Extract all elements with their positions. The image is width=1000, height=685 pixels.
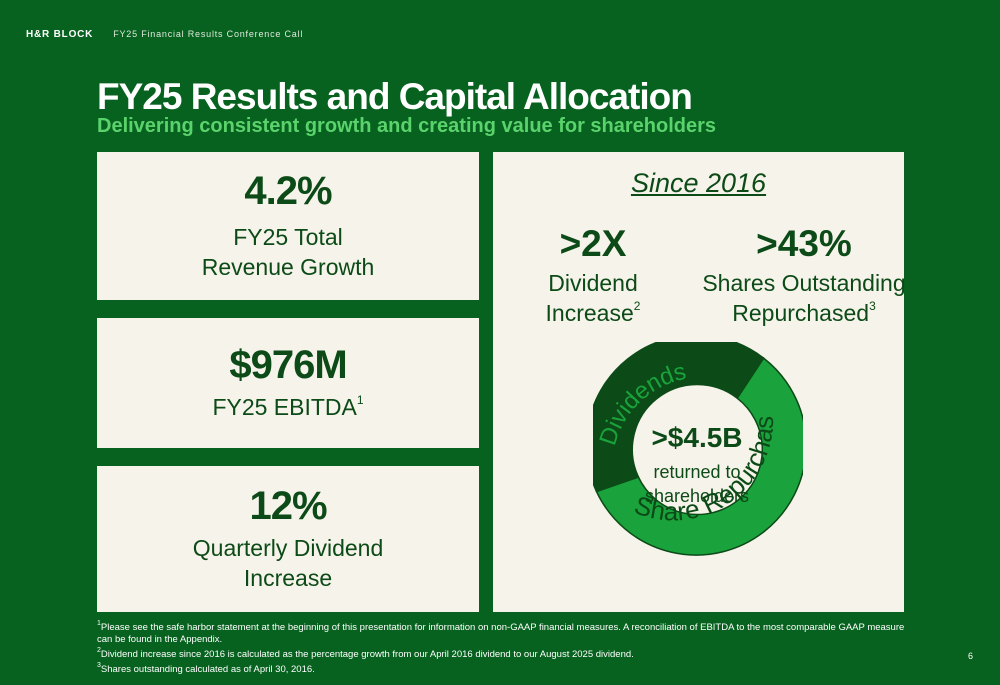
shares-repurchased-label: Shares Outstanding Repurchased3 (699, 269, 909, 329)
dividend-footnote-ref: 2 (633, 298, 641, 313)
donut-center-line1: returned to (653, 462, 740, 482)
footnote-2: 2Dividend increase since 2016 is calcula… (97, 647, 634, 661)
donut-center-value: >$4.5B (651, 422, 742, 453)
dividends-segment (593, 342, 765, 493)
shares-footnote-ref: 3 (869, 298, 876, 313)
page-number: 6 (968, 651, 974, 661)
shares-repurchased-stat: >43% Shares Outstanding Repurchased3 (699, 223, 909, 329)
event-title: FY25 Financial Results Conference Call (113, 29, 304, 39)
revenue-growth-label: FY25 Total Revenue Growth (202, 223, 375, 283)
since-heading: Since 2016 (630, 168, 767, 198)
dividend-growth-label-line1: Dividend (548, 269, 638, 296)
since-2016-panel: Since 2016 >2X Dividend Increase2 >43% S… (493, 152, 906, 612)
revenue-growth-value: 4.2% (244, 169, 332, 214)
dividend-growth-label: Dividend Increase2 (533, 269, 653, 329)
dividend-increase-label-line1: Quarterly Dividend (192, 535, 384, 562)
footnotes: 1Please see the safe harbor statement at… (97, 619, 907, 676)
revenue-growth-card: 4.2% FY25 Total Revenue Growth (97, 152, 479, 300)
donut-center-line2: shareholders (645, 486, 749, 506)
shares-repurchased-label-line1: Shares Outstanding (702, 269, 906, 296)
slide-header: H&R BLOCK FY25 Financial Results Confere… (26, 29, 303, 40)
share-repurchases-segment (595, 357, 803, 556)
ebitda-footnote-ref: 1 (356, 393, 364, 408)
dividend-increase-value: 12% (249, 484, 327, 529)
brand-logo-text: H&R BLOCK (26, 29, 94, 40)
page-subtitle: Delivering consistent growth and creatin… (97, 115, 717, 137)
dividend-increase-label: Quarterly Dividend Increase (193, 534, 383, 594)
dividend-growth-value: >2X (559, 223, 627, 264)
footnote-1: 1Please see the safe harbor statement at… (97, 620, 905, 646)
dividend-increase-card: 12% Quarterly Dividend Increase (97, 466, 479, 612)
revenue-growth-label-line2: Revenue Growth (201, 254, 375, 280)
footnote-3: 3Shares outstanding calculated as of Apr… (97, 662, 315, 676)
shares-repurchased-label-line2: Repurchased (732, 299, 870, 326)
shares-repurchased-value: >43% (756, 223, 852, 264)
dividend-growth-label-line2: Increase (545, 299, 634, 326)
capital-return-donut: Dividends Share Repurchases >$4.5B retur… (593, 342, 803, 556)
dividend-increase-label-line2: Increase (243, 565, 333, 591)
dividend-growth-stat: >2X Dividend Increase2 (533, 223, 653, 329)
ebitda-label: FY25 EBITDA1 (212, 393, 363, 423)
page-title: FY25 Results and Capital Allocation (97, 76, 693, 117)
ebitda-card: $976M FY25 EBITDA1 (97, 318, 479, 448)
ebitda-label-text: FY25 EBITDA (212, 394, 357, 421)
ebitda-value: $976M (229, 343, 347, 388)
revenue-growth-label-line1: FY25 Total (233, 224, 343, 251)
